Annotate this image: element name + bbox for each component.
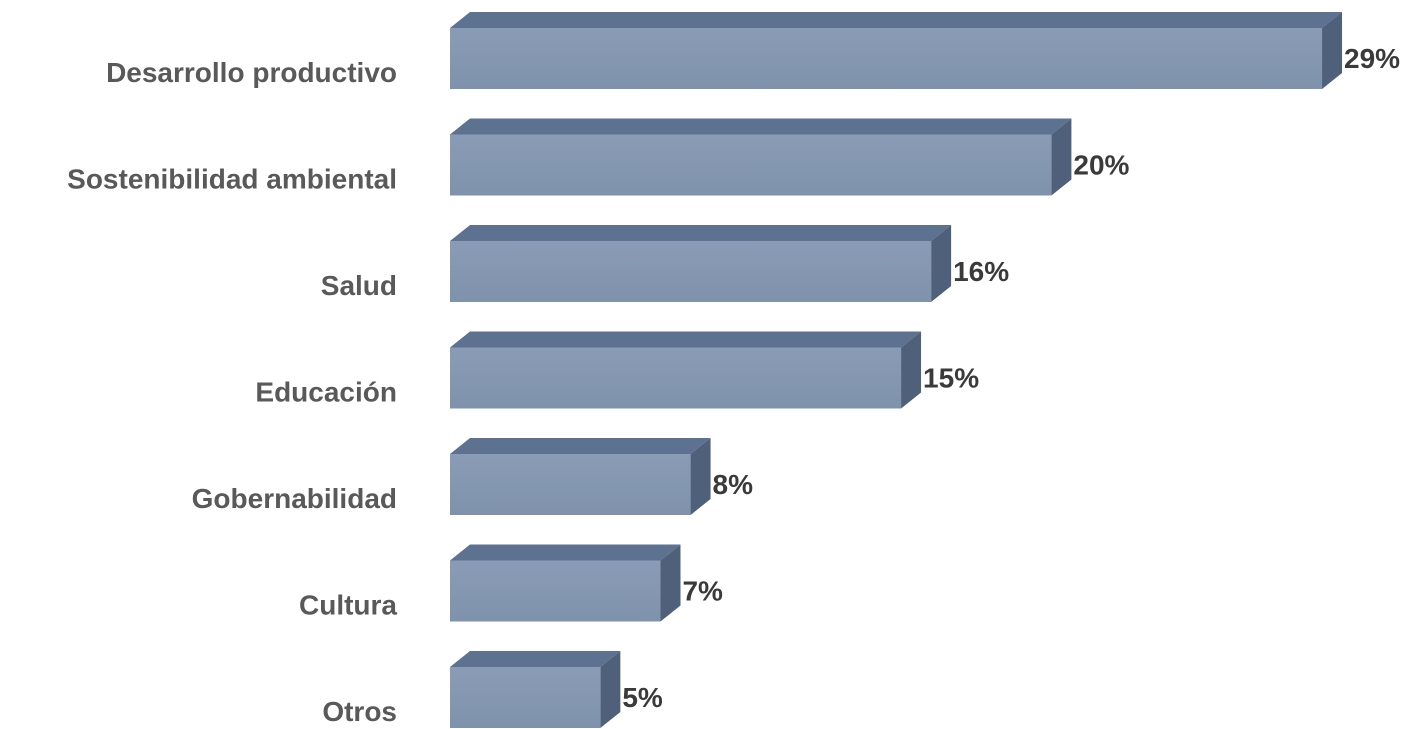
value-label: 29% [1344, 43, 1400, 74]
bar-side [931, 225, 952, 302]
bar-side [901, 331, 922, 409]
bar-side [1322, 12, 1343, 89]
bar-side [600, 651, 621, 728]
bar [450, 241, 932, 302]
value-label: 20% [1073, 149, 1129, 180]
bar [450, 28, 1323, 89]
value-label: 5% [622, 682, 663, 713]
bar [450, 454, 691, 515]
bar [450, 667, 601, 728]
value-label: 8% [713, 469, 754, 500]
value-label: 16% [953, 256, 1009, 287]
category-label: Gobernabilidad [192, 483, 397, 514]
bar-top [450, 544, 681, 561]
category-label: Cultura [299, 589, 397, 620]
bar-top [450, 438, 711, 454]
bar [450, 560, 661, 622]
bar [450, 134, 1052, 196]
bar-top [450, 651, 621, 667]
category-label: Sostenibilidad ambiental [67, 163, 397, 194]
bar-side [690, 438, 711, 515]
value-label: 7% [682, 575, 723, 606]
bar-side [1051, 118, 1072, 196]
category-label: Otros [322, 696, 397, 727]
category-label: Educación [255, 376, 397, 407]
bar [450, 347, 902, 409]
bar-top [450, 12, 1343, 28]
bar-side [660, 544, 681, 622]
bar-top [450, 331, 922, 348]
bar-top [450, 118, 1072, 135]
category-label: Salud [321, 270, 397, 301]
bar-top [450, 225, 952, 241]
category-label: Desarrollo productivo [106, 57, 397, 88]
value-label: 15% [923, 362, 979, 393]
